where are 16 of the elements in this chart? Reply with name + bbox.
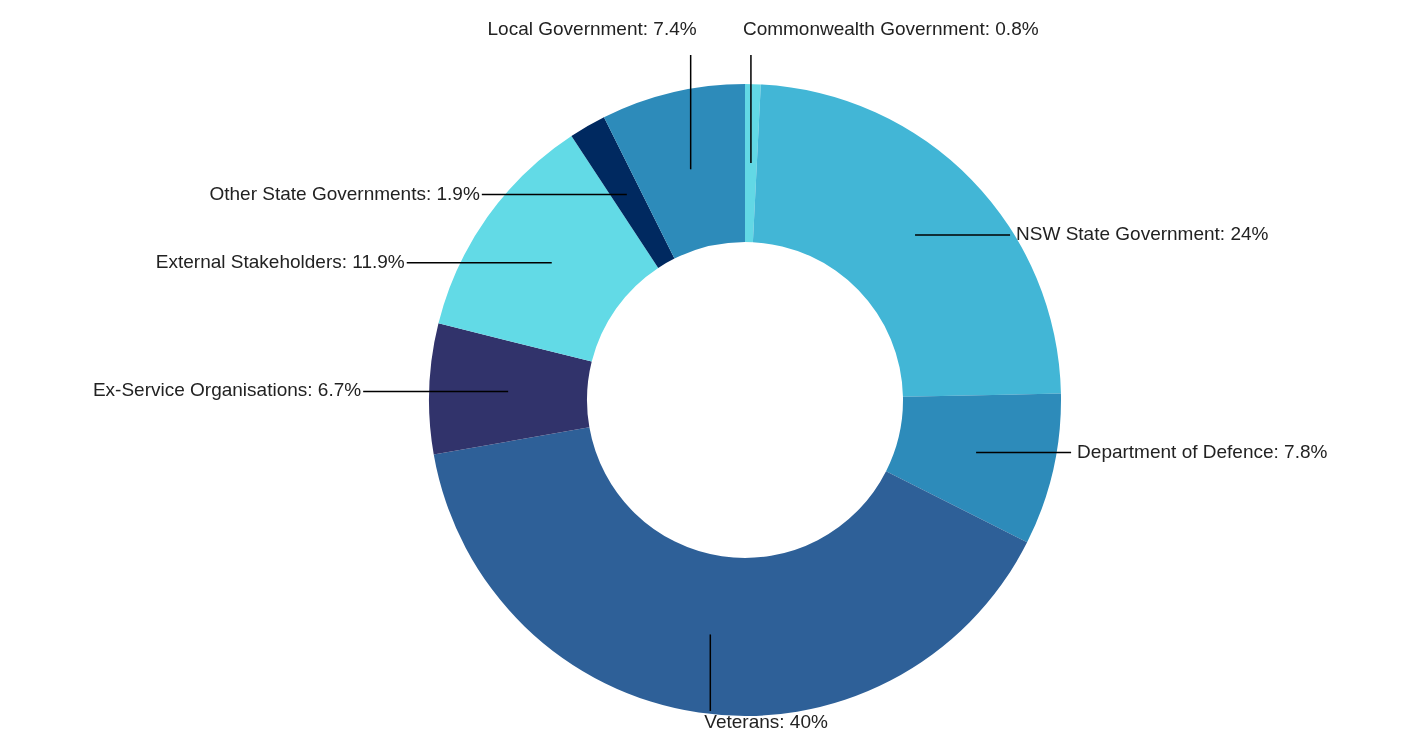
donut-slice xyxy=(886,393,1061,543)
donut-slice xyxy=(752,84,1061,397)
donut-slice xyxy=(429,323,592,455)
slice-label: External Stakeholders: 11.9% xyxy=(155,250,405,272)
slice-label: NSW State Government: 24% xyxy=(1016,222,1269,244)
slice-label: Other State Governments: 1.9% xyxy=(209,182,480,204)
donut-slice xyxy=(571,117,675,268)
donut-slice xyxy=(745,84,761,243)
slice-label: Department of Defence: 7.8% xyxy=(1077,440,1328,462)
slice-label: Commonwealth Government: 0.8% xyxy=(742,18,1039,40)
donut-slice xyxy=(603,84,745,259)
donut-slice xyxy=(433,427,1028,716)
donut-slice xyxy=(438,135,659,362)
slice-label: Ex-Service Organisations: 6.7% xyxy=(92,379,362,401)
slice-label: Veterans: 40% xyxy=(704,711,828,733)
slice-label: Local Government: 7.4% xyxy=(487,18,697,40)
